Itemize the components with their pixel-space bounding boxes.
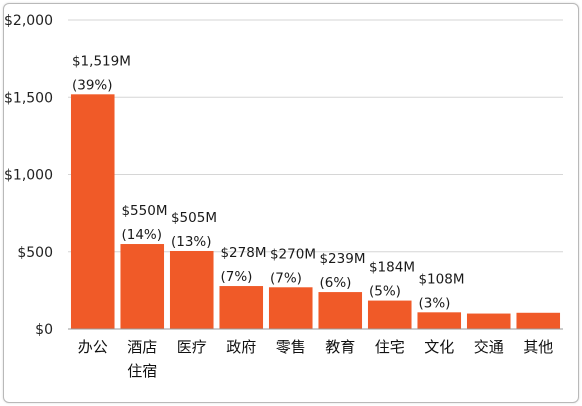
x-category-label: 其他	[523, 338, 553, 356]
bar	[417, 312, 462, 329]
y-tick-label: $0	[35, 322, 53, 338]
bar-value-label: $550M	[121, 203, 167, 219]
bar-value-label: $270M	[270, 246, 316, 262]
bar	[318, 292, 363, 329]
x-category-label: 零售	[276, 338, 306, 356]
bar-percent-label: (7%)	[220, 269, 252, 285]
bar	[120, 244, 165, 329]
bar-value-label: $505M	[171, 210, 217, 226]
x-category-label: 教育	[325, 338, 355, 356]
bar	[70, 94, 115, 329]
x-category-label: 交通	[474, 338, 504, 356]
bar	[367, 300, 412, 329]
bar	[219, 286, 264, 329]
y-tick-label: $1,500	[4, 90, 53, 106]
y-tick-label: $2,000	[4, 13, 53, 29]
y-tick-label: $500	[17, 245, 53, 261]
x-category-label: 办公	[78, 338, 108, 356]
bar	[268, 287, 313, 329]
x-category-label: 住宅	[375, 338, 405, 356]
bar-percent-label: (13%)	[171, 234, 212, 250]
bar-value-label: $184M	[369, 260, 415, 276]
bar-percent-label: (6%)	[319, 275, 351, 291]
y-axis-ticks: $0 $500 $1,000 $1,500 $2,000	[4, 13, 53, 338]
bar-percent-label: (14%)	[121, 227, 162, 243]
data-labels: $1,519M(39%)$550M(14%)$505M(13%)$278M(7%…	[72, 53, 465, 311]
bar-percent-label: (39%)	[72, 77, 113, 93]
bar-percent-label: (7%)	[270, 270, 302, 286]
bar	[516, 312, 561, 329]
y-tick-label: $1,000	[4, 168, 53, 184]
bars	[70, 94, 561, 329]
x-category-label: 医疗	[177, 338, 207, 356]
bar-value-label: $278M	[220, 245, 266, 261]
x-category-label: 文化	[424, 338, 454, 356]
bar	[169, 250, 214, 329]
bar-value-label: $239M	[319, 251, 365, 267]
bar-value-label: $108M	[418, 271, 464, 287]
x-category-label: 政府	[226, 338, 256, 356]
bar-percent-label: (3%)	[418, 295, 450, 311]
x-category-label: 酒店	[127, 338, 157, 356]
bar-percent-label: (5%)	[369, 284, 401, 300]
bar-value-label: $1,519M	[72, 53, 131, 69]
x-category-label: 住宿	[127, 362, 157, 380]
bar	[466, 313, 511, 329]
